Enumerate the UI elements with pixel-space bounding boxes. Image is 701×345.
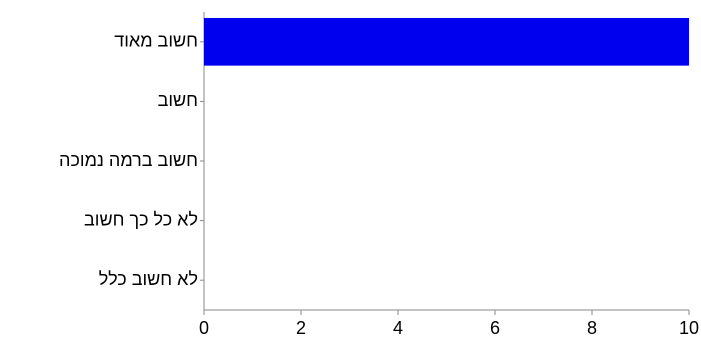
y-category-label: לא חשוב כלל (99, 269, 198, 289)
x-tick-label: 0 (199, 318, 209, 338)
x-tick-label: 2 (296, 318, 306, 338)
bar (204, 17, 689, 66)
x-tick-label: 4 (393, 318, 403, 338)
x-tick-label: 8 (587, 318, 597, 338)
y-category-label: חשוב ברמה נמוכה (59, 150, 198, 170)
y-category-label: חשוב מאוד (114, 31, 198, 51)
y-category-label: חשוב (158, 90, 198, 110)
x-tick-label: 10 (679, 318, 699, 338)
y-category-label: לא כל כך חשוב (84, 209, 198, 229)
x-tick-labels: 0 2 4 6 8 10 (199, 310, 699, 338)
x-tick-label: 6 (490, 318, 500, 338)
bars-group (204, 17, 689, 66)
y-category-labels: חשוב מאוד חשוב חשוב ברמה נמוכה לא כל כך חשו… (59, 31, 204, 289)
